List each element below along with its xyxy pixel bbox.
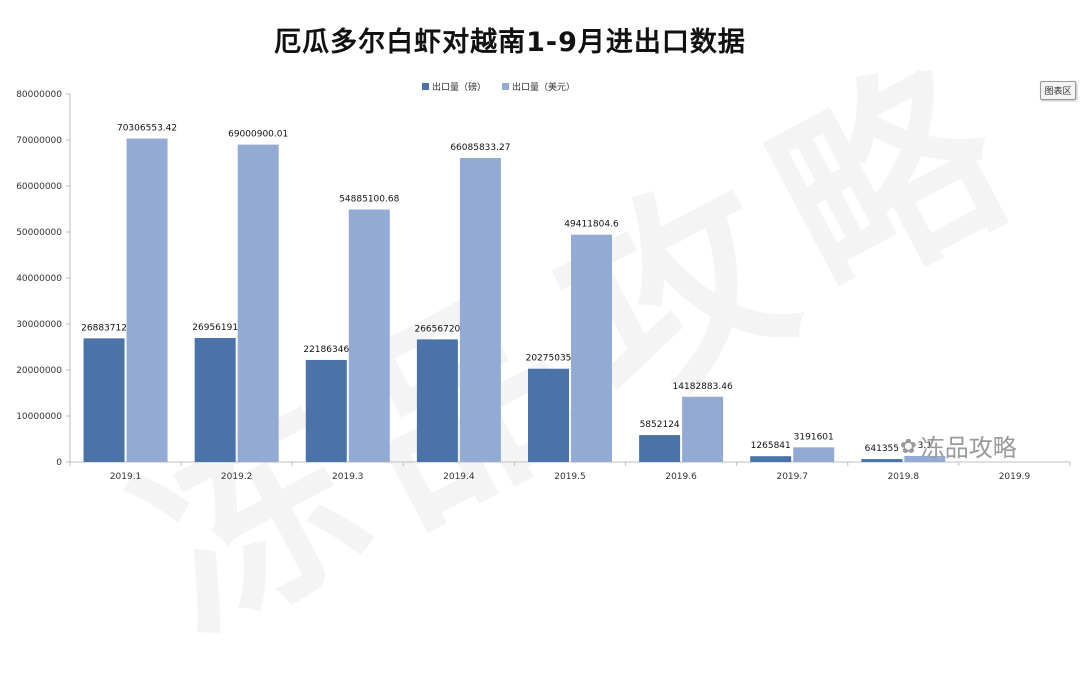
brand-watermark: ✿ 冻品攻略 bbox=[900, 428, 1017, 463]
legend-item-series-2: 出口量（美元） bbox=[502, 80, 575, 93]
data-label-series-1: 26656720 bbox=[414, 324, 460, 334]
bar-series-1 bbox=[83, 338, 125, 462]
bar-series-2 bbox=[682, 396, 724, 462]
legend-label-series-2: 出口量（美元） bbox=[512, 83, 576, 93]
data-label-series-2: 69000900.01 bbox=[228, 130, 288, 140]
bar-series-1 bbox=[528, 368, 569, 462]
x-tick-label: 2019.4 bbox=[443, 472, 475, 482]
bar-series-1 bbox=[194, 338, 236, 462]
data-label-series-1: 22186346 bbox=[303, 345, 349, 355]
data-label-series-2: 3.1 bbox=[918, 441, 932, 451]
chart-title: 厄瓜多尔白虾对越南1-9月进出口数据 bbox=[274, 27, 746, 58]
bar-series-2 bbox=[571, 234, 612, 462]
x-tick-label: 2019.9 bbox=[999, 472, 1031, 482]
bar-series-1 bbox=[305, 359, 347, 462]
data-label-series-2: 66085833.27 bbox=[450, 143, 510, 153]
legend: 出口量（磅） 出口量（美元） bbox=[422, 80, 575, 93]
data-label-series-2: 70306553.42 bbox=[117, 124, 177, 134]
bar-series-2 bbox=[459, 158, 501, 462]
data-label-series-1: 26956191 bbox=[192, 323, 238, 333]
y-tick-label: 70000000 bbox=[16, 136, 62, 146]
data-label-series-1: 5852124 bbox=[640, 420, 680, 430]
bar-series-2 bbox=[904, 455, 946, 462]
x-tick-label: 2019.5 bbox=[554, 472, 586, 482]
x-tick-label: 2019.7 bbox=[776, 472, 808, 482]
y-tick-label: 10000000 bbox=[16, 412, 62, 422]
y-tick-label: 60000000 bbox=[16, 182, 62, 192]
x-tick-label: 2019.2 bbox=[221, 472, 253, 482]
data-label-series-1: 641355 bbox=[865, 444, 899, 454]
x-tick-label: 2019.8 bbox=[888, 472, 920, 482]
bar-series-1 bbox=[750, 456, 792, 462]
data-label-series-1: 20275035 bbox=[526, 354, 572, 364]
watermark-text: 冻品攻略 bbox=[920, 434, 1017, 462]
y-tick-label: 30000000 bbox=[16, 320, 62, 330]
y-tick-label: 20000000 bbox=[16, 366, 62, 376]
x-tick-label: 2019.1 bbox=[110, 472, 142, 482]
y-tick-label: 0 bbox=[56, 458, 62, 468]
bar-series-2 bbox=[126, 138, 168, 463]
bar-series-1 bbox=[416, 339, 458, 462]
x-tick-label: 2019.3 bbox=[332, 472, 364, 482]
chart-area-button[interactable]: 图表区 bbox=[1040, 81, 1076, 100]
bar-series-2 bbox=[348, 209, 390, 462]
legend-label-series-1: 出口量（磅） bbox=[432, 83, 487, 93]
legend-swatch-series-1 bbox=[422, 83, 429, 90]
y-tick-label: 80000000 bbox=[16, 90, 62, 100]
data-label-series-1: 26883712 bbox=[81, 323, 127, 333]
legend-item-series-1: 出口量（磅） bbox=[422, 80, 486, 93]
bar-series-2 bbox=[237, 144, 279, 462]
x-tick-label: 2019.6 bbox=[665, 472, 697, 482]
y-tick-label: 50000000 bbox=[16, 228, 62, 238]
y-tick-label: 40000000 bbox=[16, 274, 62, 284]
data-label-series-2: 3191601 bbox=[794, 432, 834, 442]
data-label-series-2: 49411804.6 bbox=[564, 220, 619, 230]
data-label-series-2: 14182883.46 bbox=[673, 382, 733, 392]
wechat-icon: ✿ bbox=[900, 433, 917, 458]
bar-chart: 0 10000000 20000000 30000000 40000000 5000000… bbox=[16, 90, 1071, 482]
bar-series-1 bbox=[861, 459, 903, 462]
bar-series-1 bbox=[639, 435, 681, 462]
legend-swatch-series-2 bbox=[502, 83, 510, 90]
data-label-series-1: 1265841 bbox=[751, 441, 791, 451]
data-label-series-2: 54885100.68 bbox=[339, 195, 399, 205]
bar-series-2 bbox=[793, 447, 835, 462]
